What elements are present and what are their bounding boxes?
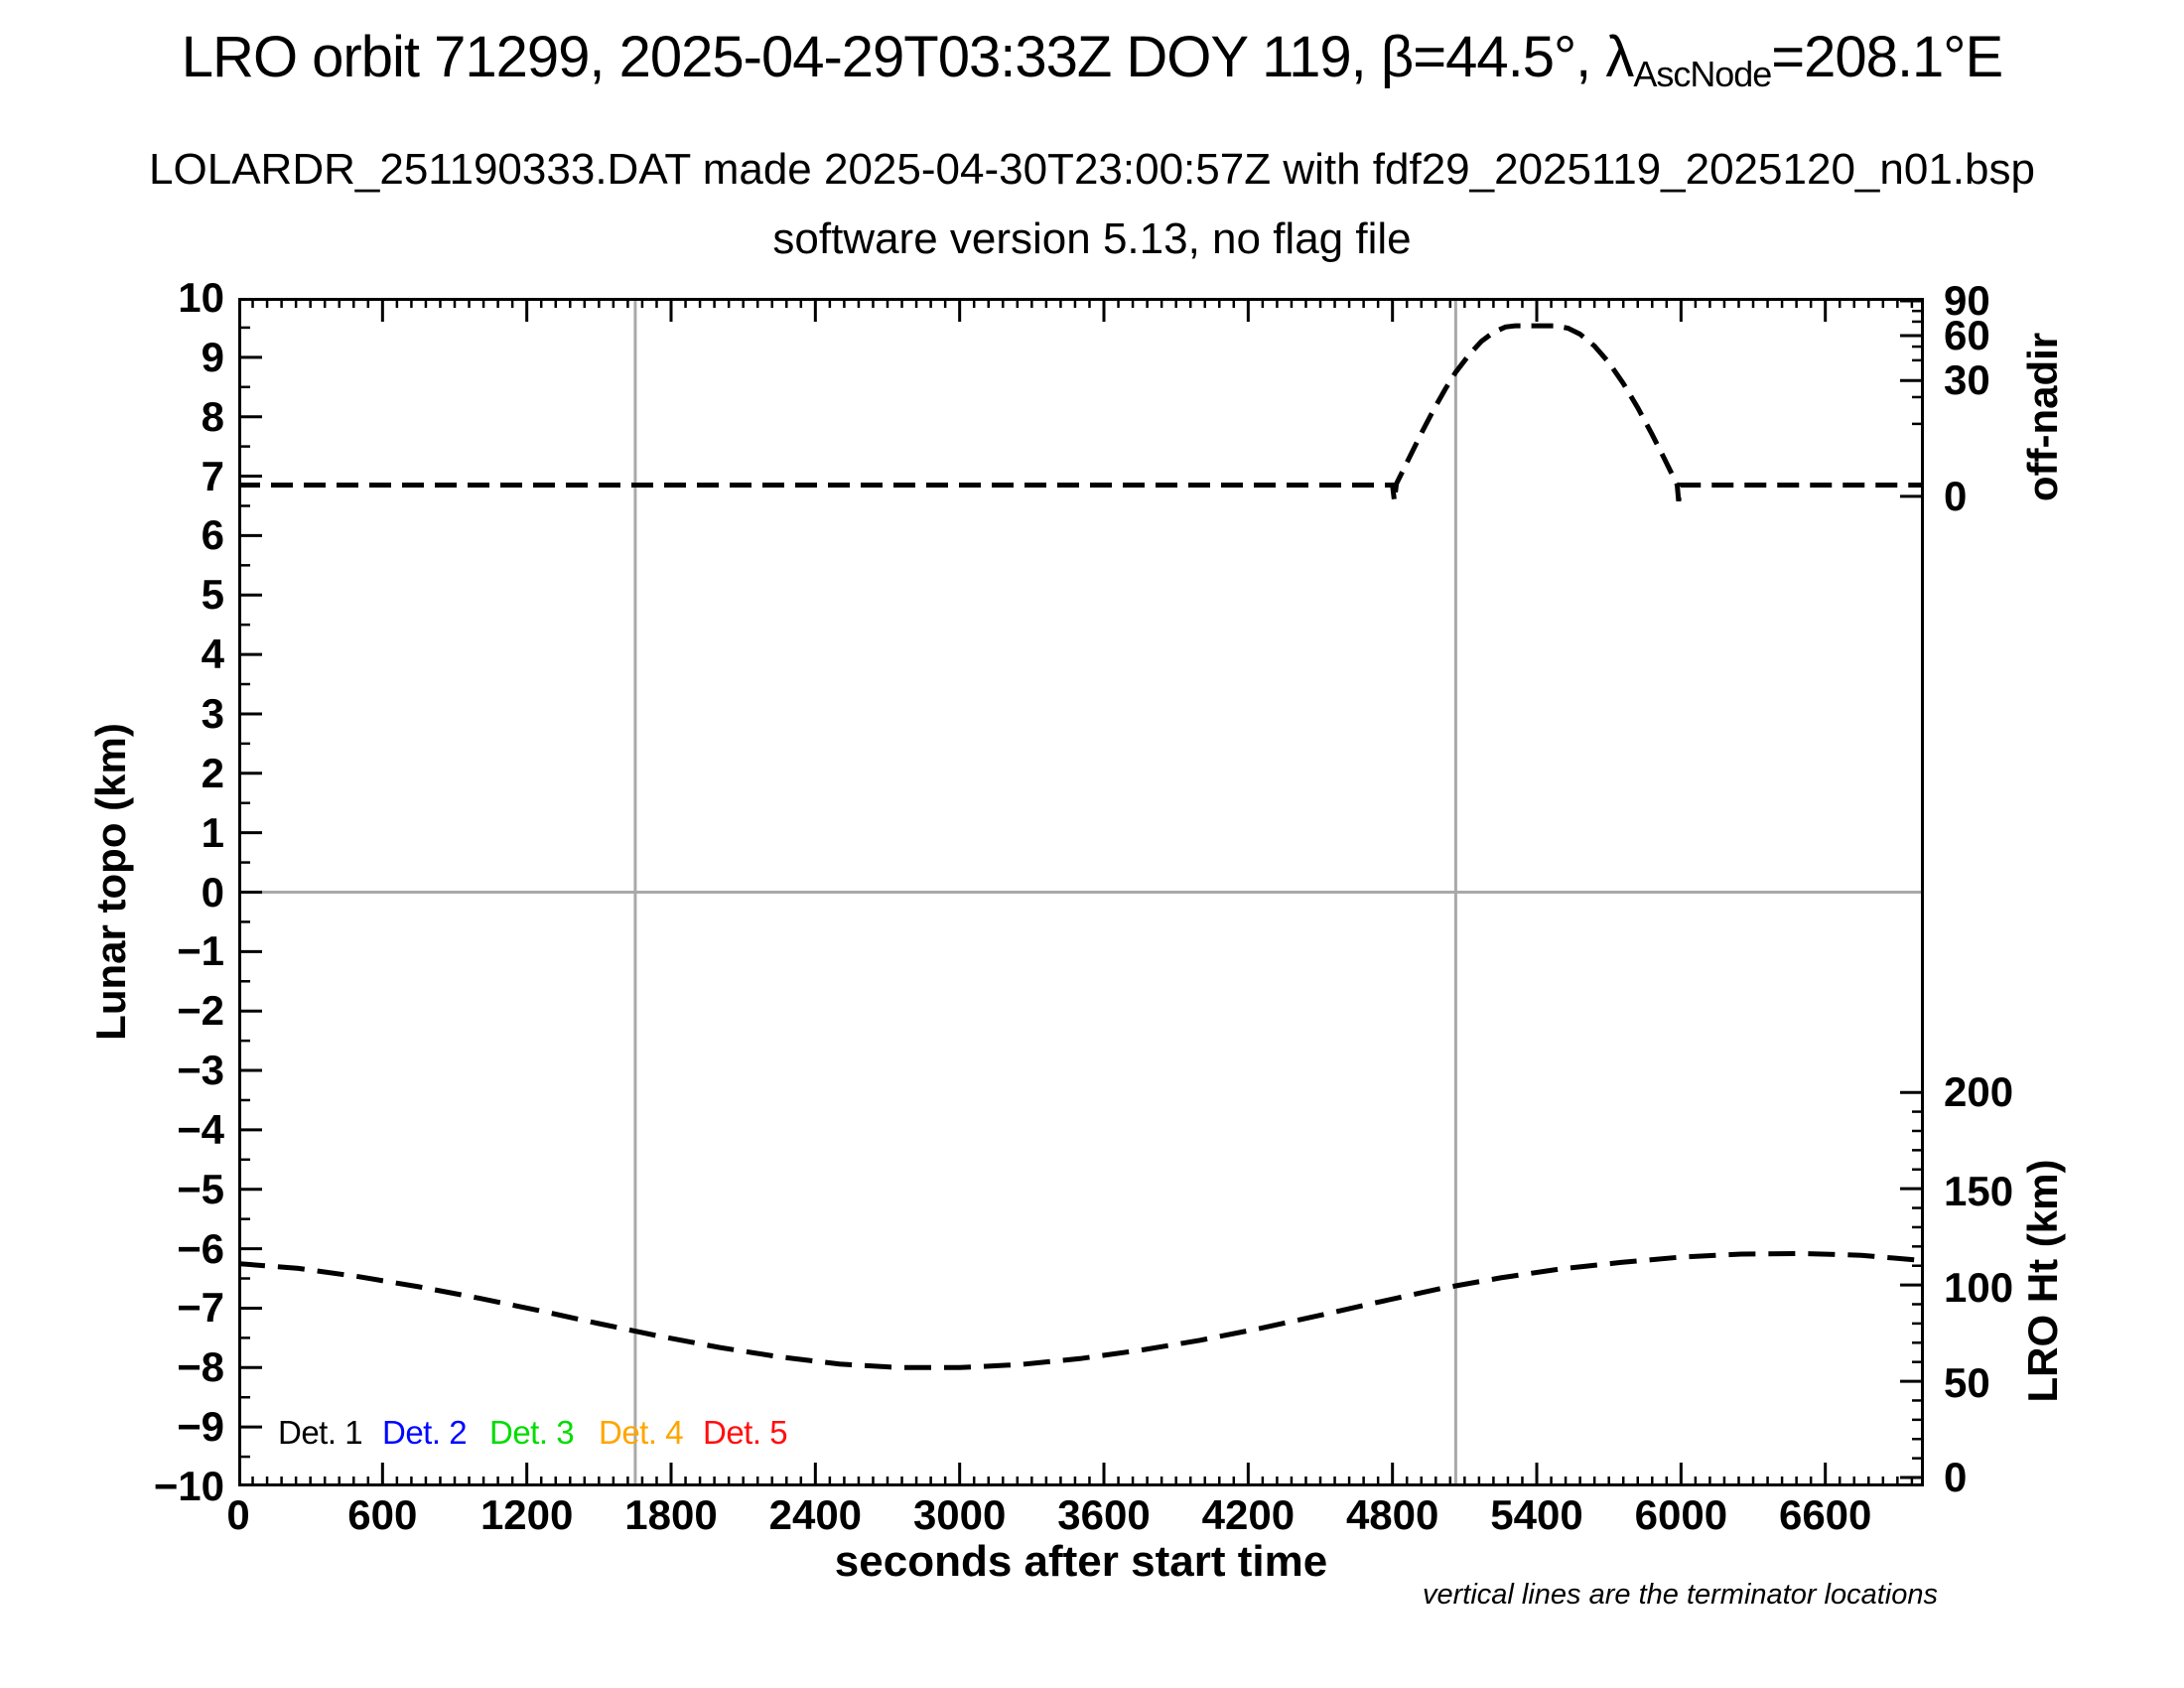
page-title: LRO orbit 71299, 2025-04-29T03:33Z DOY 1… (181, 24, 2003, 95)
legend-entry-det-3: Det. 3 (489, 1414, 575, 1451)
y-left-tick-label: 9 (201, 333, 224, 380)
lro-ht-tick-label: 100 (1944, 1264, 2014, 1312)
y-left-tick-label: 7 (201, 452, 224, 499)
y-left-tick-label: −3 (177, 1047, 224, 1094)
legend-entry-det-2: Det. 2 (382, 1414, 468, 1451)
lro-ht-tick-label: 50 (1944, 1358, 1990, 1406)
x-tick-label: 1200 (479, 1491, 574, 1538)
x-tick-label: 4200 (1201, 1491, 1296, 1538)
x-tick-label: 3600 (1057, 1491, 1151, 1538)
lro-height-curve (237, 1250, 1925, 1370)
chart-svg (236, 296, 1925, 1488)
plot-frame (238, 298, 1924, 1486)
y-left-tick-label: −9 (177, 1403, 224, 1451)
off-nadir-tick-label: 0 (1944, 472, 1968, 519)
y-left-tick-label: 6 (201, 511, 224, 559)
legend-entry-det-1: Det. 1 (278, 1414, 363, 1451)
x-tick-label: 0 (226, 1491, 250, 1538)
title-suffix: =208.1°E (1771, 25, 2003, 89)
x-tick-label: 5400 (1490, 1491, 1583, 1538)
y-left-tick-label: 10 (178, 274, 224, 321)
y-left-tick-label: 0 (201, 868, 224, 915)
x-tick-label: 6600 (1778, 1491, 1872, 1538)
y-axis-title-left: Lunar topo (km) (87, 723, 134, 1041)
off-nadir-tick-label: 30 (1944, 356, 1990, 404)
x-tick-label: 6000 (1634, 1491, 1728, 1538)
y-left-tick-label: 3 (201, 689, 224, 737)
lro-ht-tick-label: 150 (1944, 1168, 2014, 1215)
x-tick-label: 2400 (768, 1491, 863, 1538)
lro-ht-tick-label: 0 (1944, 1454, 1968, 1501)
y-left-tick-label: 2 (201, 749, 224, 796)
title-prefix: LRO orbit 71299, 2025-04-29T03:33Z DOY 1… (181, 25, 1635, 89)
terminator-footnote: vertical lines are the terminator locati… (1422, 1579, 1938, 1611)
y-axis-title-right-bottom: LRO Ht (km) (2019, 1159, 2066, 1403)
y-left-tick-label: 1 (201, 808, 224, 856)
x-axis-title: seconds after start time (834, 1537, 1328, 1586)
plot-area (236, 296, 1925, 1488)
subtitle-version-line: software version 5.13, no flag file (772, 214, 1412, 263)
off-nadir-tick-label: 60 (1944, 312, 1990, 358)
y-left-tick-label: 8 (201, 392, 224, 440)
y-left-tick-label: −10 (153, 1463, 224, 1509)
y-left-tick-label: −5 (177, 1165, 224, 1212)
y-left-tick-label: −1 (177, 927, 224, 975)
x-tick-label: 3000 (912, 1491, 1007, 1538)
subtitle-file-line: LOLARDR_251190333.DAT made 2025-04-30T23… (149, 145, 2035, 194)
off-nadir-tick-label: 90 (1944, 276, 1990, 324)
y-left-tick-label: −2 (177, 987, 224, 1035)
y-left-tick-label: −4 (177, 1105, 224, 1153)
title-subscript: AscNode (1633, 54, 1772, 95)
x-tick-label: 4800 (1345, 1491, 1439, 1538)
y-left-tick-label: 5 (201, 571, 224, 619)
y-axis-title-right-top: off-nadir (2019, 332, 2066, 502)
y-left-tick-label: −6 (177, 1224, 224, 1272)
x-tick-label: 600 (347, 1491, 418, 1538)
y-left-tick-label: −8 (177, 1343, 224, 1391)
lro-ht-tick-label: 200 (1944, 1068, 2014, 1116)
y-left-tick-label: 4 (201, 631, 224, 678)
legend-entry-det-5: Det. 5 (703, 1414, 788, 1451)
y-left-tick-label: −7 (177, 1284, 224, 1332)
x-tick-label: 1800 (624, 1491, 718, 1538)
off-nadir-curve (238, 323, 1924, 502)
legend-entry-det-4: Det. 4 (599, 1414, 684, 1451)
